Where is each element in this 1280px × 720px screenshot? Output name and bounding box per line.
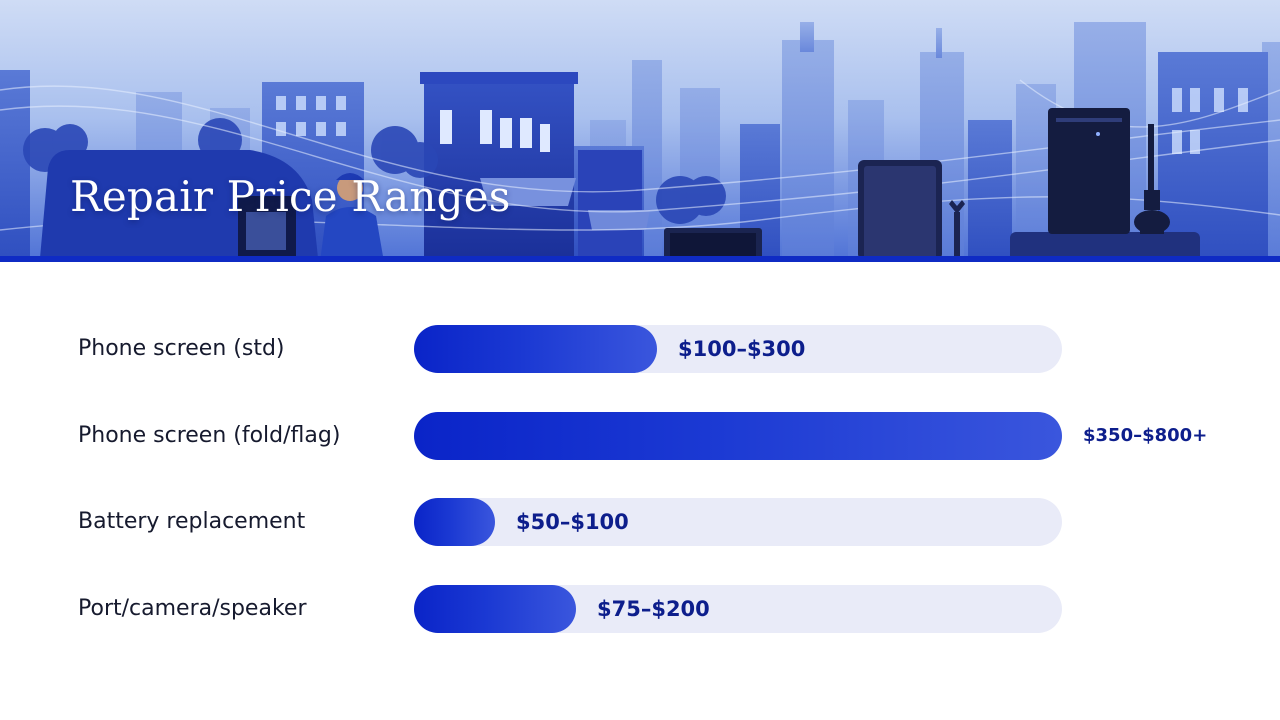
city-skyline-icon [0,0,1280,262]
header-banner [0,0,1280,262]
wrench-icon [949,200,965,260]
tablet-icon [858,160,942,260]
bar-phone-screen-std [414,325,657,373]
vacuum-icon [1134,124,1170,234]
bar-phone-screen-fold-flag [414,411,1062,460]
technician-icon [320,173,384,262]
page-title: Repair Price Ranges [70,172,511,221]
category-label-phone-screen-fold-flag: Phone screen (fold/flag) [78,422,341,448]
delivery-van-icon [40,150,318,258]
category-label-phone-screen-std: Phone screen (std) [78,336,285,361]
desktop-tower-icon [1010,108,1200,262]
category-label-port-camera-speaker: Port/camera/speaker [78,595,307,621]
value-label: $75–$200 [597,596,710,621]
bar-battery-replacement [414,498,495,546]
category-label-battery-replacement: Battery replacement [78,509,306,534]
value-label: $100–$300 [678,337,806,361]
value-label: $50–$100 [516,510,629,534]
bar-port-camera-speaker [414,584,576,633]
price-range-bar-chart: Phone screen (std) $100–$300 Phone screen … [0,262,1280,720]
bar-track [414,498,1062,546]
value-label: $350–$800+ [1083,424,1208,446]
